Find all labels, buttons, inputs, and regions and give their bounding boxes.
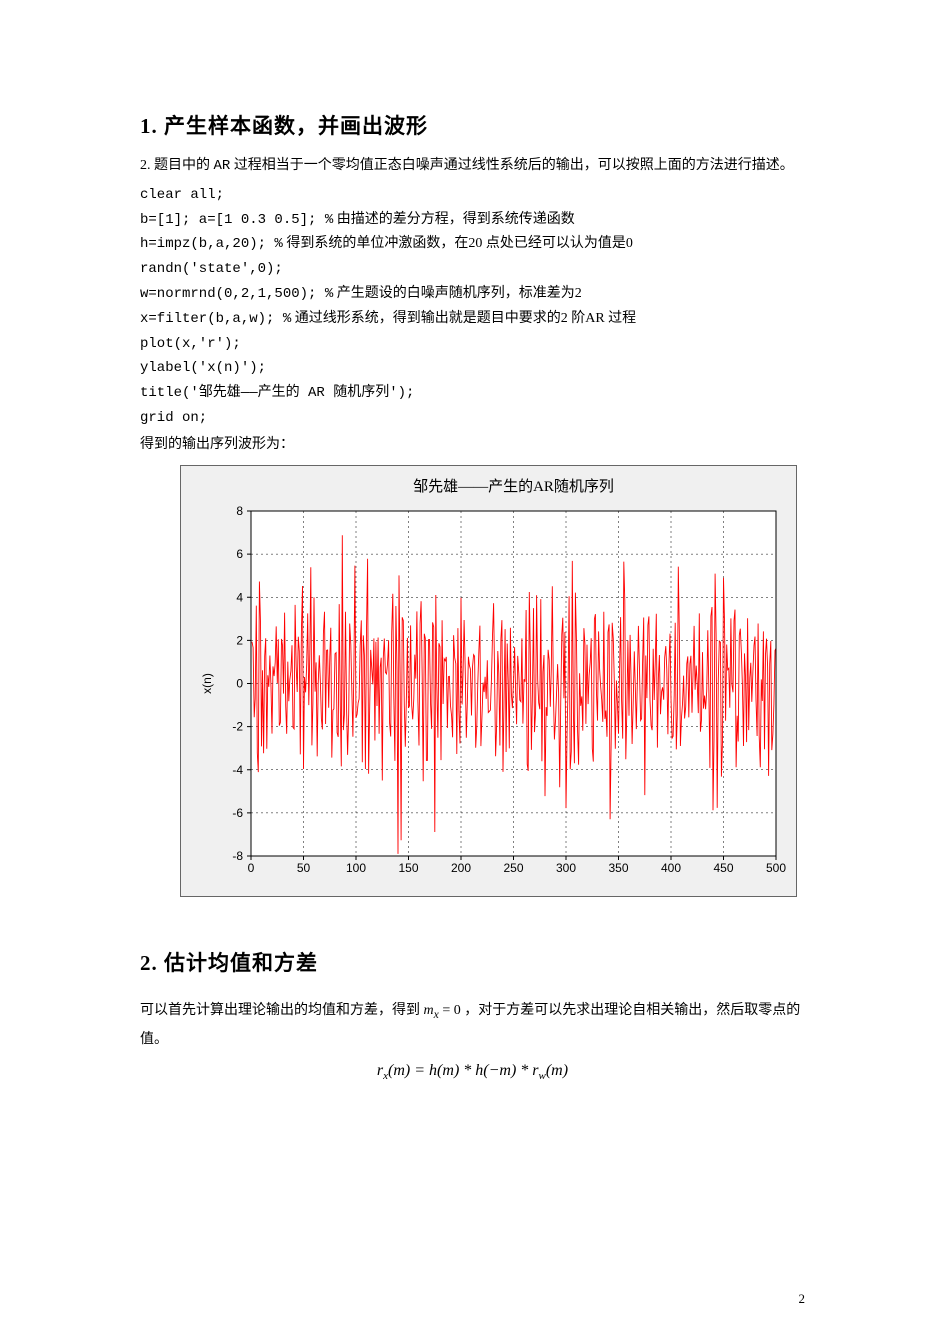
code-comment: 产生题设的白噪声随机序列，标准差为2: [333, 286, 582, 301]
svg-text:100: 100: [346, 861, 366, 875]
chart-svg: 0 50 100 150 200 250 300 350 400 450 500 -8 -6 -4 -2 0 2…: [181, 466, 796, 896]
svg-text:50: 50: [297, 861, 311, 875]
autocorrelation-formula: rx(m) = h(m) * h(−m) * rw(m): [140, 1062, 805, 1082]
intro-suffix: 过程相当于一个零均值正态白噪声通过线性系统后的输出，可以按照上面的方法进行描述。: [230, 158, 794, 173]
svg-text:6: 6: [236, 547, 243, 561]
code-text: grid on;: [140, 410, 207, 426]
output-waveform-label: 得到的输出序列波形为：: [140, 433, 805, 457]
code-line: b=[1]; a=[1 0.3 0.5]; % 由描述的差分方程，得到系统传递函…: [140, 208, 805, 233]
code-line: ylabel('x(n)');: [140, 356, 805, 381]
ar-sequence-chart: 0 50 100 150 200 250 300 350 400 450 500 -8 -6 -4 -2 0 2…: [180, 465, 797, 897]
section-2-heading: 2. 估计均值和方差: [140, 947, 805, 977]
svg-text:-4: -4: [232, 762, 243, 776]
intro-ar: AR: [214, 158, 231, 174]
code-line: title('邹先雄――产生的 AR 随机序列');: [140, 381, 805, 406]
svg-text:x(n): x(n): [200, 673, 214, 694]
svg-text:邹先雄——产生的AR随机序列: 邹先雄——产生的AR随机序列: [413, 478, 614, 495]
mx-expr: mx = 0: [424, 1003, 461, 1018]
svg-text:400: 400: [661, 861, 681, 875]
code-text: ylabel('x(n)');: [140, 360, 266, 376]
code-text: title('邹先雄――产生的 AR 随机序列');: [140, 385, 414, 401]
s2-text-a: 可以首先计算出理论输出的均值和方差，得到: [140, 1003, 424, 1018]
svg-text:0: 0: [248, 861, 255, 875]
svg-text:500: 500: [766, 861, 786, 875]
code-line: h=impz(b,a,20); % 得到系统的单位冲激函数，在20 点处已经可以…: [140, 232, 805, 257]
section-2-para: 可以首先计算出理论输出的均值和方差，得到 mx = 0 ，对于方差可以先求出理论…: [140, 997, 805, 1054]
code-block: clear all; b=[1]; a=[1 0.3 0.5]; % 由描述的差分…: [140, 183, 805, 431]
code-comment: 得到系统的单位冲激函数，在20 点处已经可以认为值是0: [283, 236, 633, 251]
code-comment: 由描述的差分方程，得到系统传递函数: [333, 212, 575, 227]
code-text: x=filter(b,a,w); %: [140, 311, 291, 327]
code-line: x=filter(b,a,w); % 通过线形系统，得到输出就是题目中要求的2 …: [140, 307, 805, 332]
svg-text:4: 4: [236, 590, 243, 604]
code-text: b=[1]; a=[1 0.3 0.5]; %: [140, 212, 333, 228]
page-number: 2: [799, 1291, 806, 1307]
code-text: randn('state',0);: [140, 261, 283, 277]
svg-text:150: 150: [398, 861, 418, 875]
svg-text:2: 2: [236, 633, 243, 647]
svg-text:200: 200: [451, 861, 471, 875]
code-line: plot(x,'r');: [140, 332, 805, 357]
code-text: w=normrnd(0,2,1,500); %: [140, 286, 333, 302]
code-line: grid on;: [140, 406, 805, 431]
code-text: plot(x,'r');: [140, 336, 241, 352]
svg-text:8: 8: [236, 504, 243, 518]
svg-text:250: 250: [503, 861, 523, 875]
svg-text:450: 450: [713, 861, 733, 875]
code-line: w=normrnd(0,2,1,500); % 产生题设的白噪声随机序列，标准差…: [140, 282, 805, 307]
svg-text:300: 300: [556, 861, 576, 875]
svg-text:350: 350: [608, 861, 628, 875]
code-line: randn('state',0);: [140, 257, 805, 282]
document-page: 1. 产生样本函数，并画出波形 2. 题目中的 AR 过程相当于一个零均值正态白…: [0, 0, 945, 1337]
section-1-heading: 1. 产生样本函数，并画出波形: [140, 110, 805, 140]
code-line: clear all;: [140, 183, 805, 208]
intro-prefix: 2. 题目中的: [140, 158, 214, 173]
svg-text:-8: -8: [232, 849, 243, 863]
code-text: h=impz(b,a,20); %: [140, 236, 283, 252]
svg-text:-6: -6: [232, 805, 243, 819]
section-1-intro: 2. 题目中的 AR 过程相当于一个零均值正态白噪声通过线性系统后的输出，可以按…: [140, 154, 805, 179]
code-comment: 通过线形系统，得到输出就是题目中要求的2 阶AR 过程: [291, 311, 636, 326]
code-text: clear all;: [140, 187, 224, 203]
svg-text:0: 0: [236, 676, 243, 690]
svg-text:-2: -2: [232, 719, 243, 733]
